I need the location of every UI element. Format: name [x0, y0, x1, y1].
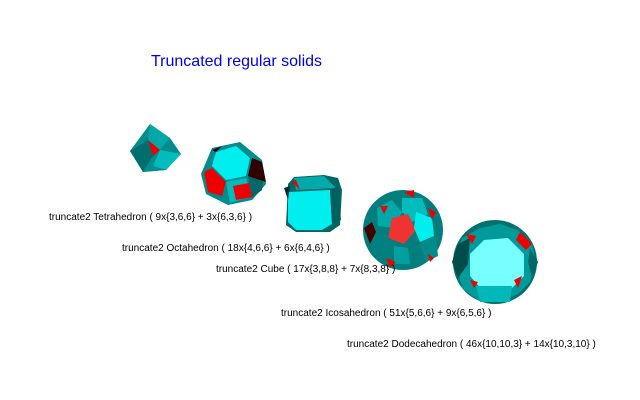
caption-cube: truncate2 Cube ( 17x{3,8,8} + 7x{8,3,8} … — [216, 264, 396, 275]
caption-dodecahedron: truncate2 Dodecahedron ( 46x{10,10,3} + … — [347, 339, 596, 350]
truncated-tetrahedron — [130, 124, 181, 172]
caption-octahedron: truncate2 Octahedron ( 18x{4,6,6} + 6x{6… — [122, 243, 330, 254]
truncated-dodecahedron — [452, 220, 538, 304]
truncated-octahedron — [201, 142, 266, 205]
caption-tetrahedron: truncate2 Tetrahedron ( 9x{3,6,6} + 3x{6… — [49, 212, 253, 223]
caption-icosahedron: truncate2 Icosahedron ( 51x{5,6,6} + 9x{… — [281, 308, 492, 319]
truncated-icosahedron — [363, 190, 443, 270]
truncated-cube — [284, 175, 342, 232]
page-title: Truncated regular solids — [151, 53, 323, 70]
